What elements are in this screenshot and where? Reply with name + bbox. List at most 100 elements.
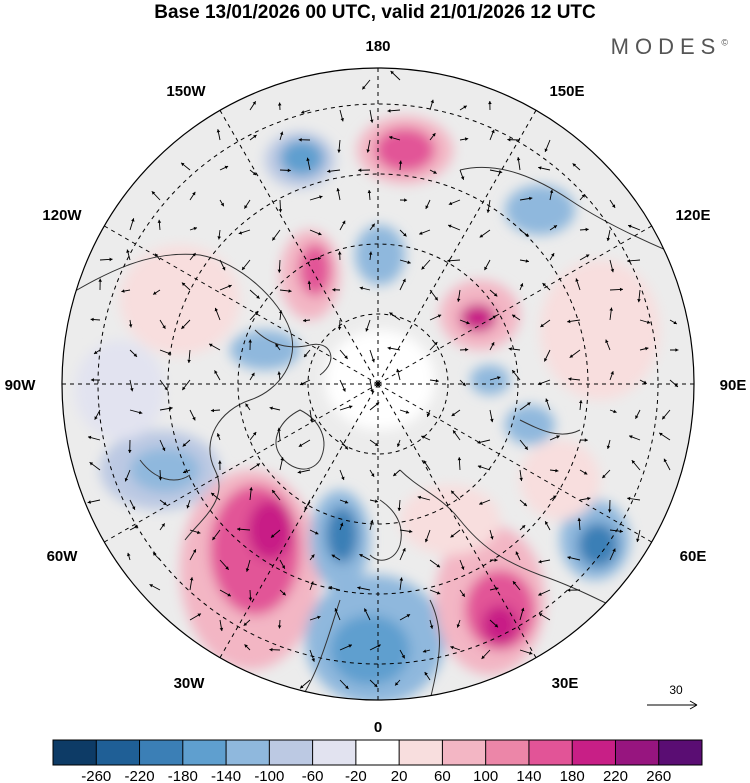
wind-arrow: [569, 349, 581, 358]
wind-arrow: [369, 349, 375, 363]
lon-label-0: 0: [374, 719, 382, 736]
wind-arrow: [369, 644, 381, 651]
wind-arrow: [309, 649, 315, 662]
colorbar-swatch: [53, 740, 97, 765]
colorbar-swatch: [658, 740, 703, 765]
wind-arrow: [399, 649, 406, 659]
map-title: Base 13/01/2026 00 UTC, valid 21/01/2026…: [154, 2, 596, 23]
wind-arrow: [249, 487, 253, 501]
wind-arrow: [189, 191, 196, 201]
wind-arrow: [154, 253, 161, 261]
wind-arrow: [579, 469, 588, 475]
wind-arrow: [609, 548, 616, 561]
map-disc: [62, 68, 694, 700]
colorbar-swatch: [226, 740, 270, 765]
wind-arrow: [519, 607, 525, 621]
meridian-line: [100, 223, 379, 385]
wind-arrow: [219, 619, 224, 632]
colorbar-swatch: [399, 740, 443, 765]
wind-arrow: [429, 289, 439, 301]
wind-arrow: [398, 160, 403, 171]
wind-arrow: [189, 548, 197, 561]
wind-arrow: [397, 499, 402, 512]
wind-arrow: [396, 439, 401, 448]
wind-arrow: [87, 499, 101, 504]
wind-arrow: [129, 525, 139, 531]
anomaly-blob: [375, 128, 435, 172]
wind-arrow: [579, 496, 591, 501]
wind-arrow: [129, 218, 135, 231]
wind-arrow: [549, 189, 554, 201]
wind-arrow: [481, 649, 491, 660]
lon-label-150w: 150W: [166, 83, 206, 100]
wind-arrow: [519, 649, 533, 655]
coastlines: [62, 166, 691, 700]
wind-arrow: [635, 409, 641, 420]
wind-arrow: [399, 278, 406, 291]
wind-arrow: [339, 379, 346, 392]
meridian-line: [217, 106, 379, 385]
wind-arrow: [332, 288, 341, 292]
wind-arrow: [631, 459, 641, 471]
wind-arrow: [399, 259, 411, 264]
wind-arrow: [339, 220, 346, 231]
wind-arrow: [451, 409, 461, 417]
wind-arrow: [519, 259, 529, 263]
meridian-line: [377, 383, 656, 545]
wind-arrow: [421, 435, 431, 441]
wind-arrow: [279, 131, 284, 141]
wind-arrow: [129, 379, 134, 392]
wind-arrow: [186, 499, 191, 509]
wind-arrow: [429, 619, 434, 629]
wind-arrow: [159, 523, 166, 531]
wind-arrow: [129, 499, 136, 511]
wind-arrow: [429, 379, 439, 383]
meridian-line: [100, 383, 379, 545]
wind-arrow: [661, 409, 671, 420]
wind-arrow: [486, 199, 491, 213]
wind-arrow: [369, 499, 379, 503]
wind-arrow: [218, 460, 222, 471]
wind-arrow: [298, 439, 311, 447]
wind-arrow: [567, 319, 581, 324]
wind-arrow: [304, 499, 311, 511]
wind-arrow: [369, 402, 380, 411]
wind-arrow: [279, 289, 292, 293]
wind-arrow: [399, 529, 413, 534]
wind-arrow: [181, 282, 191, 291]
anomaly-blob: [520, 440, 600, 520]
wind-arrow: [511, 369, 521, 381]
wind-arrow: [579, 438, 588, 442]
wind-arrow: [337, 139, 341, 153]
wind-arrow: [421, 259, 431, 270]
wind-arrow: [538, 589, 551, 596]
wind-arrow: [543, 349, 551, 362]
wind-arrow: [277, 371, 281, 381]
wind-arrow: [307, 280, 312, 291]
wind-arrow: [270, 529, 281, 538]
wind-arrow: [639, 319, 651, 324]
wind-arrow: [609, 259, 615, 273]
anomaly-blob: [248, 500, 292, 560]
anomaly-blob: [75, 340, 165, 440]
wind-arrow: [568, 377, 581, 381]
wind-arrow: [309, 409, 314, 423]
wind-arrow: [212, 529, 221, 541]
wind-arrow: [151, 190, 161, 201]
wind-arrow: [519, 469, 523, 482]
wind-arrow: [452, 430, 461, 441]
wind-arrow: [271, 489, 281, 501]
wind-arrow: [297, 469, 311, 474]
wind-arrow: [269, 647, 281, 652]
wind-arrow: [159, 406, 173, 411]
wind-arrow: [489, 341, 495, 351]
wind-arrow: [128, 319, 133, 328]
wind-arrow: [248, 589, 253, 601]
reference-vector-label: 30: [669, 683, 683, 697]
wind-arrow: [249, 169, 257, 176]
wind-arrow: [299, 379, 311, 386]
wind-arrow: [519, 402, 531, 411]
colorbar-tick-label: -20: [345, 768, 367, 783]
wind-arrow: [538, 613, 551, 621]
